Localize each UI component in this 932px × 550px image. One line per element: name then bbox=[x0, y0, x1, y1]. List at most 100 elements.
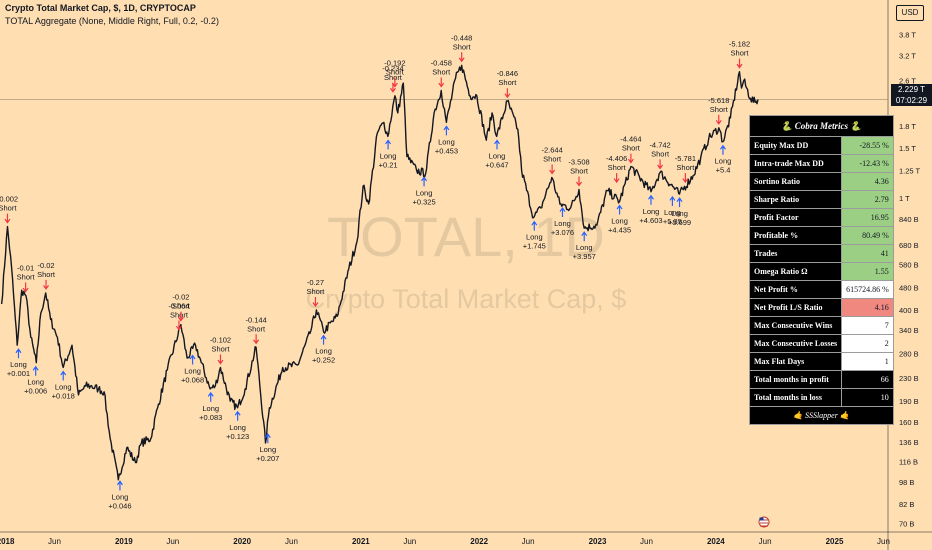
x-tick-label: Jun bbox=[877, 537, 890, 546]
short-arrow-icon bbox=[549, 164, 556, 175]
short-signal-word: Short bbox=[386, 68, 405, 77]
short-signal: Short-4.406 bbox=[606, 154, 627, 184]
metrics-row: Equity Max DD -28.55 % bbox=[748, 136, 894, 155]
x-tick-label: Jun bbox=[640, 537, 653, 546]
metrics-row: Total months in loss 10 bbox=[748, 388, 894, 407]
short-signal-value: -0.002 bbox=[0, 195, 18, 204]
long-arrow-icon bbox=[189, 354, 196, 365]
long-arrow-icon bbox=[531, 220, 538, 231]
short-signal: Short-5.781 bbox=[675, 154, 696, 184]
long-signal: Long+1.745 bbox=[523, 220, 546, 251]
short-signal-value: -0.102 bbox=[210, 336, 231, 345]
short-signal-word: Short bbox=[622, 144, 641, 153]
long-signal: Long+0.21 bbox=[379, 139, 398, 169]
metrics-row: Max Consecutive Losses 2 bbox=[748, 334, 894, 353]
long-arrow-icon bbox=[494, 139, 500, 150]
long-signal-word: Long bbox=[526, 233, 543, 242]
long-signal-value: +0.083 bbox=[199, 413, 222, 422]
long-signal-value: +0.018 bbox=[52, 392, 75, 401]
short-arrow-icon bbox=[253, 334, 260, 345]
long-signal-value: +0.123 bbox=[226, 432, 249, 441]
long-signal-word: Long bbox=[315, 347, 332, 356]
watermark-subtitle: Crypto Total Market Cap, $ bbox=[305, 284, 627, 314]
long-signal: Long+0.068 bbox=[181, 354, 204, 384]
long-arrow-icon bbox=[421, 176, 428, 187]
metrics-row: Net Profit % 615724.86 % bbox=[748, 280, 894, 299]
short-signal: Short-0.144 bbox=[245, 315, 267, 345]
metric-value: 41 bbox=[841, 244, 894, 263]
metrics-row: Max Consecutive Wins 7 bbox=[748, 316, 894, 335]
metrics-row: Omega Ratio Ω 1.55 bbox=[748, 262, 894, 281]
y-tick-label: 136 B bbox=[899, 438, 919, 447]
long-signal-word: Long bbox=[611, 216, 628, 225]
short-signal-value: -4.406 bbox=[606, 154, 627, 163]
x-tick-label: Jun bbox=[403, 537, 416, 546]
short-signal: Short-0.02 bbox=[172, 293, 191, 322]
long-arrow-icon bbox=[234, 410, 241, 421]
long-signal-word: Long bbox=[416, 188, 433, 197]
metrics-row: Max Flat Days 1 bbox=[748, 352, 894, 371]
short-arrow-icon bbox=[627, 153, 634, 164]
metric-value: 80.49 % bbox=[841, 226, 894, 245]
short-arrow-icon bbox=[736, 58, 743, 69]
long-signal: Long+0.018 bbox=[52, 370, 75, 401]
currency-button[interactable]: USD bbox=[896, 5, 924, 21]
metric-value: 2 bbox=[841, 334, 894, 353]
long-signal: Long+4.435 bbox=[608, 204, 631, 234]
long-arrow-icon bbox=[207, 391, 214, 402]
metric-label: Total months in profit bbox=[748, 370, 843, 389]
metric-value: 16.95 bbox=[841, 208, 894, 227]
long-arrow-icon bbox=[719, 144, 726, 155]
long-signal-word: Long bbox=[202, 404, 219, 413]
short-signal-word: Short bbox=[676, 163, 695, 172]
long-arrow-icon bbox=[15, 348, 22, 359]
short-arrow-icon bbox=[504, 88, 511, 99]
long-signal-value: +3.076 bbox=[551, 228, 574, 237]
long-arrow-icon bbox=[443, 125, 450, 136]
long-signal-value: +0.325 bbox=[412, 197, 435, 206]
chart-title: Crypto Total Market Cap, $, 1D, CRYPTOCA… bbox=[5, 3, 196, 13]
metric-value: 4.36 bbox=[841, 172, 894, 191]
long-signal: Long+0.453 bbox=[435, 125, 458, 155]
us-flag-icon[interactable] bbox=[758, 516, 770, 528]
long-arrow-icon bbox=[32, 365, 39, 376]
long-signal: Long+4.603 bbox=[639, 194, 663, 225]
indicator-legend[interactable]: TOTAL Aggregate (None, Middle Right, Ful… bbox=[5, 16, 219, 26]
short-signal-value: -0.846 bbox=[497, 69, 518, 78]
x-tick-label: Jun bbox=[166, 537, 179, 546]
short-arrow-icon bbox=[438, 77, 445, 88]
x-tick-label: 2020 bbox=[233, 537, 251, 546]
metric-value: 4.16 bbox=[841, 298, 894, 317]
short-arrow-icon bbox=[682, 173, 689, 184]
long-signal: Long+0.647 bbox=[485, 139, 509, 169]
metric-value: 66 bbox=[841, 370, 894, 389]
short-signal-word: Short bbox=[247, 324, 266, 333]
long-arrow-icon bbox=[60, 370, 67, 381]
long-arrow-icon bbox=[116, 480, 123, 491]
short-arrow-icon bbox=[613, 173, 620, 184]
y-tick-label: 480 B bbox=[899, 284, 919, 293]
x-tick-label: 2025 bbox=[826, 537, 844, 546]
short-signal-word: Short bbox=[170, 311, 189, 320]
metric-value: -28.55 % bbox=[841, 136, 894, 155]
short-signal-word: Short bbox=[432, 68, 451, 77]
long-signal-word: Long bbox=[380, 151, 397, 160]
long-signal-value: +0.001 bbox=[7, 369, 30, 378]
long-signal-word: Long bbox=[671, 209, 688, 218]
long-signal-value: +0.046 bbox=[108, 501, 131, 510]
long-arrow-icon bbox=[648, 194, 654, 205]
short-arrow-icon bbox=[4, 213, 11, 224]
short-signal-value: -0.448 bbox=[451, 33, 472, 42]
long-signal: Long+0.252 bbox=[312, 334, 335, 365]
long-signal-word: Long bbox=[643, 207, 660, 216]
metrics-row: Sortino Ratio 4.36 bbox=[748, 172, 894, 191]
metric-value: 7 bbox=[841, 316, 894, 335]
long-signal: Long+0.046 bbox=[108, 480, 132, 510]
long-signal-word: Long bbox=[229, 423, 246, 432]
metrics-row: Sharpe Ratio 2.79 bbox=[748, 190, 894, 209]
long-signal-value: +0.21 bbox=[379, 160, 398, 169]
price-series-line bbox=[0, 64, 759, 481]
long-signal-word: Long bbox=[554, 219, 571, 228]
metrics-row: Total months in profit 66 bbox=[748, 370, 894, 389]
